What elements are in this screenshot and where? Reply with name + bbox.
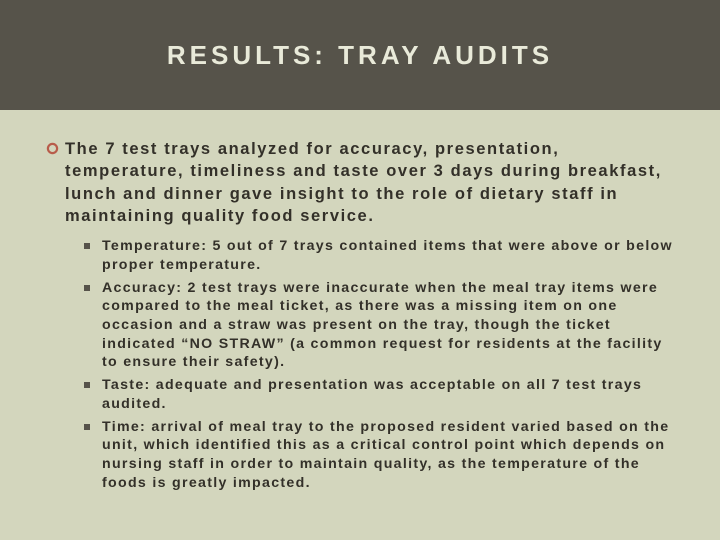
main-bullet: The 7 test trays analyzed for accuracy, … — [46, 138, 680, 227]
header-band: RESULTS: TRAY AUDITS — [0, 0, 720, 110]
slide-title: RESULTS: TRAY AUDITS — [167, 40, 553, 71]
sub-point: Temperature: 5 out of 7 trays contained … — [84, 237, 680, 274]
sub-point: Taste: adequate and presentation was acc… — [84, 376, 680, 413]
slide-content: The 7 test trays analyzed for accuracy, … — [0, 110, 720, 517]
open-circle-bullet-icon — [46, 142, 59, 155]
sub-bullet-list: Temperature: 5 out of 7 trays contained … — [46, 237, 680, 493]
sub-point: Accuracy: 2 test trays were inaccurate w… — [84, 279, 680, 373]
sub-point: Time: arrival of meal tray to the propos… — [84, 418, 680, 493]
main-point-text: The 7 test trays analyzed for accuracy, … — [65, 138, 680, 227]
